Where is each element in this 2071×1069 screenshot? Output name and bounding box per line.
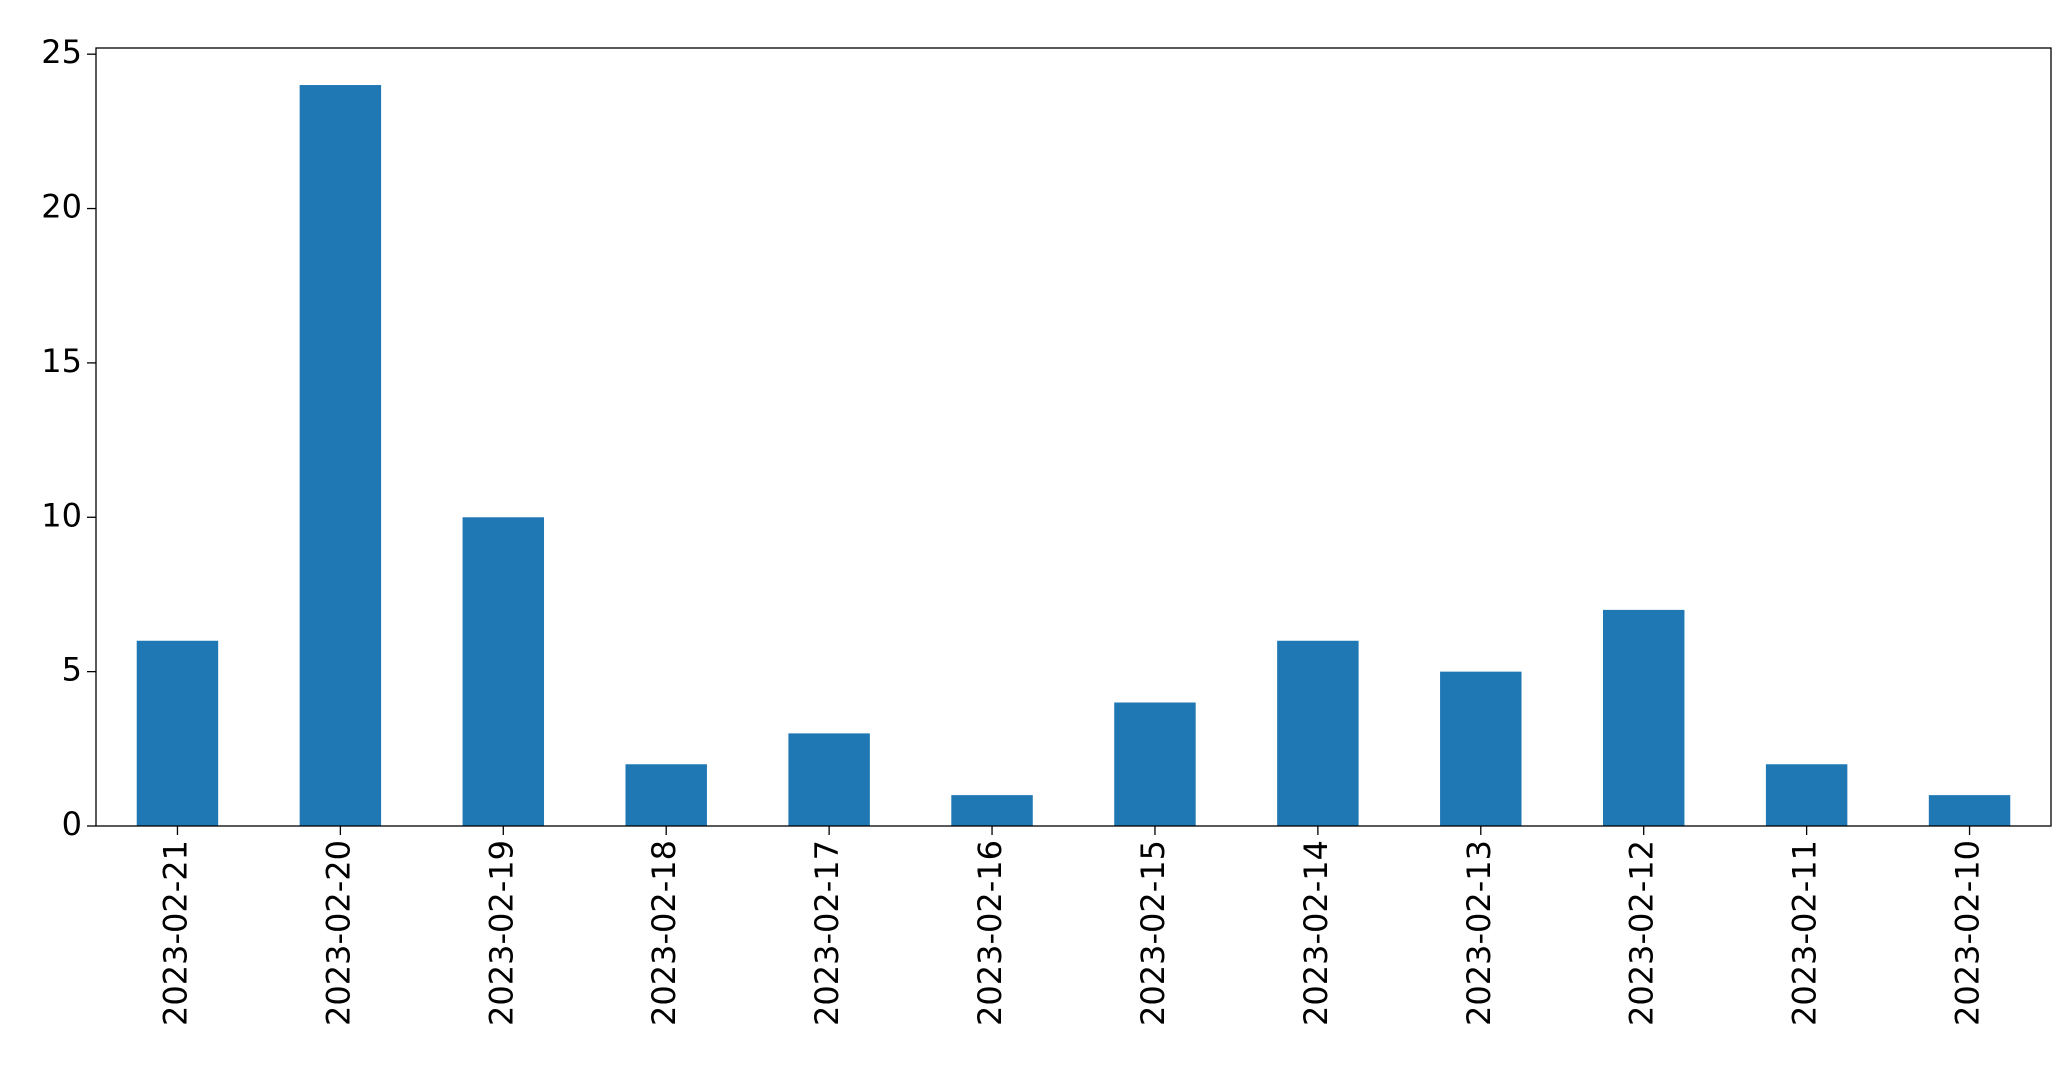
plot-frame bbox=[95, 47, 2052, 827]
bar bbox=[299, 85, 382, 827]
bar bbox=[1765, 764, 1848, 826]
y-tick-label: 0 bbox=[62, 805, 82, 843]
x-tick-label: 2023-02-13 bbox=[1460, 840, 1498, 1026]
bar bbox=[1928, 795, 2011, 826]
y-tick-label: 20 bbox=[41, 188, 82, 226]
y-tick-label: 10 bbox=[41, 496, 82, 534]
x-tick-label: 2023-02-15 bbox=[1134, 840, 1172, 1026]
x-tick-label: 2023-02-21 bbox=[156, 840, 194, 1026]
bar bbox=[625, 764, 707, 826]
y-tick-label: 15 bbox=[41, 342, 82, 380]
bar bbox=[462, 517, 545, 826]
bar bbox=[136, 640, 219, 826]
x-tick-label: 2023-02-18 bbox=[645, 840, 683, 1026]
x-tick-label: 2023-02-16 bbox=[971, 840, 1009, 1026]
x-tick-label: 2023-02-20 bbox=[319, 840, 357, 1026]
y-tick-label: 25 bbox=[41, 33, 82, 71]
y-tick-label: 5 bbox=[62, 651, 82, 689]
x-tick-label: 2023-02-14 bbox=[1297, 840, 1335, 1026]
x-tick-label: 2023-02-19 bbox=[482, 840, 520, 1026]
x-tick-label: 2023-02-12 bbox=[1623, 840, 1661, 1026]
bar bbox=[1277, 640, 1359, 826]
x-tick-label: 2023-02-17 bbox=[808, 840, 846, 1026]
x-tick-label: 2023-02-11 bbox=[1786, 840, 1824, 1026]
bar bbox=[1440, 671, 1522, 826]
bar bbox=[1114, 702, 1196, 826]
bar bbox=[788, 733, 870, 826]
bar bbox=[951, 795, 1033, 826]
x-tick-label: 2023-02-10 bbox=[1949, 840, 1987, 1026]
bar bbox=[1602, 609, 1685, 826]
